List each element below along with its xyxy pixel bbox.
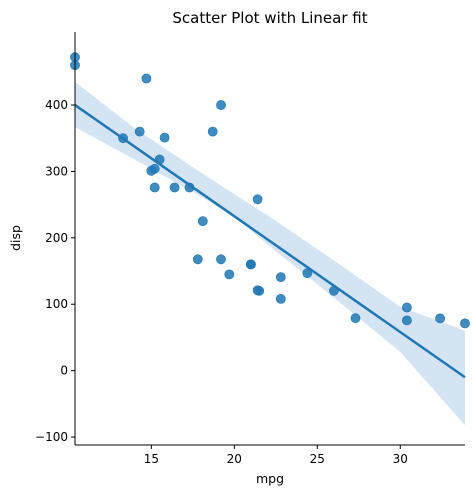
- data-point: [197, 216, 208, 227]
- data-point: [216, 100, 226, 110]
- y-axis-label: disp: [8, 225, 23, 251]
- data-point: [460, 318, 470, 329]
- data-point: [252, 194, 263, 205]
- x-tick-label: 20: [227, 452, 242, 466]
- y-tick-label: 0: [60, 364, 68, 378]
- data-point: [192, 254, 203, 265]
- data-point: [254, 285, 265, 296]
- data-point: [245, 259, 256, 270]
- points-layer: [70, 52, 470, 329]
- data-point: [401, 302, 412, 313]
- confidence-band-layer: [75, 81, 465, 426]
- data-point: [350, 313, 361, 324]
- x-tick-label: 30: [393, 452, 408, 466]
- fit-line-layer: [74, 104, 466, 379]
- y-tick-label: −100: [35, 430, 68, 444]
- y-tick-label: 400: [45, 98, 68, 112]
- y-tick-label: 100: [45, 297, 68, 311]
- data-point: [159, 132, 170, 143]
- axes-layer: 15 20 25 30 −100 0 100 200 300 400: [35, 32, 465, 466]
- data-point: [169, 182, 180, 193]
- chart-title: Scatter Plot with Linear fit: [172, 9, 367, 27]
- data-point: [141, 73, 152, 84]
- x-tick-label: 25: [310, 452, 325, 466]
- data-point: [435, 313, 445, 324]
- data-point: [275, 293, 286, 304]
- y-tick-label: 200: [45, 231, 68, 245]
- y-tick-label: 300: [45, 164, 68, 178]
- data-point: [275, 272, 286, 282]
- x-axis-label: mpg: [256, 471, 284, 486]
- data-point: [216, 254, 226, 265]
- data-point: [149, 182, 160, 193]
- data-point: [134, 126, 145, 137]
- data-point: [224, 269, 235, 280]
- regression-line: [74, 104, 466, 379]
- confidence-band: [75, 81, 465, 426]
- data-point: [146, 165, 157, 176]
- x-tick-label: 15: [144, 452, 159, 466]
- data-point: [207, 126, 218, 137]
- data-point: [401, 315, 412, 326]
